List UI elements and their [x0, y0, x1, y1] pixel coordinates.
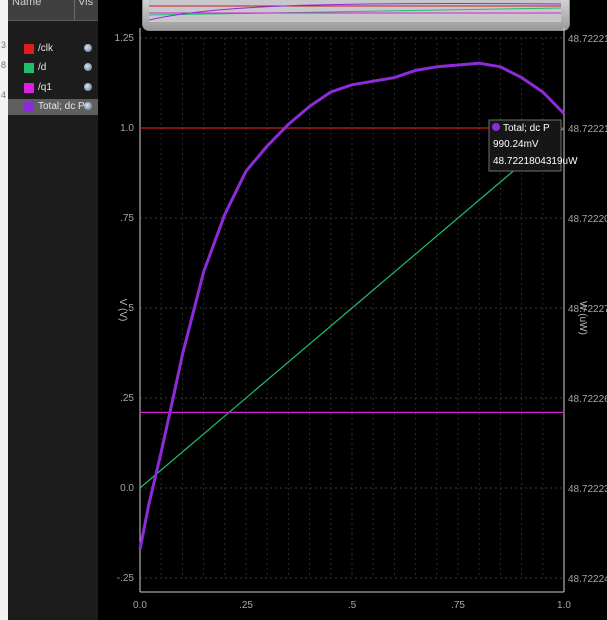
x-tick-label: 1.0	[557, 600, 571, 611]
legend-label: /d	[38, 62, 47, 73]
legend-row-clk[interactable]: /clk	[8, 41, 98, 57]
y-tick-label: 1.25	[115, 33, 135, 44]
legend-label: /clk	[38, 43, 53, 54]
legend-swatch	[24, 83, 34, 93]
axes: V (V) W (uW)	[117, 28, 588, 593]
y-tick-label: .75	[120, 213, 134, 224]
cursor-tooltip-box	[488, 119, 562, 172]
visibility-eye-icon[interactable]	[84, 44, 92, 52]
visibility-eye-icon[interactable]	[84, 83, 92, 91]
cursor-value-label: 990.24mV	[493, 139, 539, 150]
y2-tick-label: 48.72224	[568, 574, 607, 585]
name-column-header[interactable]: Name	[12, 0, 42, 8]
x-tick-label: .25	[239, 600, 253, 611]
legend-label: Total; dc P	[38, 101, 85, 112]
column-divider[interactable]	[74, 0, 75, 20]
y2-tick-label: 48.72220	[568, 214, 607, 225]
cursor-series-marker	[492, 123, 500, 131]
legend-swatch	[24, 63, 34, 73]
y2-tick-label: 48.72221	[568, 34, 607, 45]
legend-row-total-dc-p[interactable]: Total; dc P	[8, 99, 98, 115]
cursor-readout[interactable]: Total; dc P 990.24mV 48.7221804319uW	[488, 119, 578, 172]
vis-column-header[interactable]: Vis	[78, 0, 94, 8]
legend-label: /q1	[38, 82, 52, 93]
cursor-power-label: 48.7221804319uW	[493, 156, 578, 167]
y2-tick-label: 48.72226	[568, 394, 607, 405]
x-tick-label: 0.0	[133, 600, 147, 611]
overview-thumbnail[interactable]	[149, 0, 561, 22]
legend-swatch	[24, 102, 34, 112]
x-tick-label: .75	[451, 600, 465, 611]
y-tick-label: 1.0	[120, 123, 134, 134]
tick-labels: -.25 48.72224 0.0 48.72223 .25 48.72226 .5 48.7…	[115, 33, 607, 611]
visibility-eye-icon[interactable]	[84, 63, 92, 71]
signal-list-header: Name Vis	[8, 0, 98, 21]
series-line-d	[139, 127, 565, 489]
visibility-eye-icon[interactable]	[84, 102, 92, 110]
y-tick-label: .5	[126, 303, 135, 314]
overview-waveforms	[149, 3, 561, 21]
legend-swatch	[24, 44, 34, 54]
legend-row-d[interactable]: /d	[8, 60, 98, 76]
cursor-series-label: Total; dc P	[503, 123, 550, 134]
legend-row-q1[interactable]: /q1	[8, 80, 98, 96]
y-tick-label: -.25	[117, 573, 135, 584]
signal-list-panel: Name Vis /clk /d /q1 Total; dc P	[8, 0, 99, 620]
overview-strip[interactable]	[142, 0, 570, 31]
series-line-total-dc-p	[138, 61, 566, 550]
x-tick-label: .5	[348, 600, 357, 611]
y-tick-label: .25	[120, 393, 134, 404]
y2-axis-title: W (uW)	[577, 301, 588, 335]
y-axis-title: V (V)	[117, 299, 128, 322]
y-tick-label: 0.0	[120, 483, 134, 494]
y2-tick-label: 48.72221	[568, 124, 607, 135]
y2-tick-label: 48.72223	[568, 484, 607, 495]
y2-tick-label: 48.72227	[568, 304, 607, 315]
